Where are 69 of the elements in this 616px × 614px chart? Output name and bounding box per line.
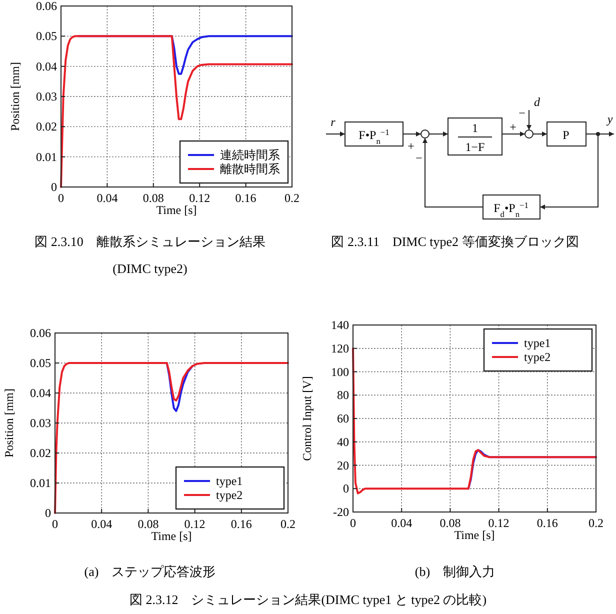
x-axis-title: Time [s] (151, 529, 192, 543)
text: y (606, 112, 614, 126)
y-tick-label: 0.06 (30, 326, 51, 340)
y-tick-label: 0.03 (30, 416, 51, 430)
y-tick-label: 0 (343, 482, 349, 496)
y-axis-title: Position [mm] (8, 62, 22, 132)
y-tick-label: 40 (337, 434, 349, 449)
y-tick-label: 0.06 (36, 0, 57, 13)
legend-label: 離散時間系 (220, 162, 280, 176)
text: 1−F (465, 140, 486, 154)
text: 図 2.3.10 離散系シミュレーション結果 (34, 234, 266, 249)
x-tick-label: 0.08 (138, 517, 159, 531)
x-tick-label: 0.08 (142, 191, 164, 205)
y-tick-label: 0.04 (30, 386, 51, 400)
legend-label: type2 (216, 488, 243, 502)
text: − (518, 106, 526, 120)
y-tick-label: 0 (45, 506, 51, 520)
x-tick-label: 0.2 (284, 191, 300, 205)
y-tick-label: 60 (337, 412, 349, 426)
x-tick-label: 0.08 (440, 516, 461, 530)
y-axis-title: Control Input [V] (300, 376, 314, 461)
line-series (54, 362, 289, 514)
legend-label: type1 (524, 336, 551, 350)
x-tick-label: 0.16 (235, 191, 256, 205)
x-axis-title: Time [s] (156, 203, 197, 217)
y-tick-label: 0.01 (30, 476, 51, 490)
x-tick-label: 0.2 (280, 517, 296, 531)
x-tick-label: 0.16 (536, 516, 558, 530)
text: (a) ステップ応答波形 (84, 564, 216, 579)
y-tick-label: 0.04 (36, 59, 57, 74)
text: + (408, 139, 415, 153)
y-tick-label: 120 (331, 341, 349, 356)
y-tick-label: 100 (331, 364, 349, 379)
text: 1 (472, 121, 478, 135)
y-tick-label: 0.05 (30, 356, 51, 370)
text: − (416, 151, 423, 165)
x-tick-label: 0.16 (230, 517, 252, 531)
text: + (510, 120, 517, 134)
legend-label: type1 (216, 474, 243, 488)
y-tick-label: 0.03 (36, 90, 57, 104)
x-tick-label: 0.04 (91, 517, 112, 531)
y-tick-label: 0.02 (36, 120, 57, 134)
y-tick-label: 80 (337, 388, 349, 402)
line-series (166, 362, 194, 412)
text: 図 2.3.11 DIMC type2 等価変換ブロック図 (331, 234, 579, 249)
y-tick-label: 0.01 (36, 150, 57, 164)
x-axis-title: Time [s] (454, 528, 495, 542)
x-tick-label: 0.12 (184, 517, 206, 531)
legend-label: type2 (524, 350, 551, 364)
text: (b) 制御入力 (414, 564, 496, 579)
y-axis-title: Position [mm] (2, 388, 16, 458)
text: d (534, 95, 541, 109)
text: (DIMC type2) (112, 261, 188, 276)
y-tick-label: 20 (337, 458, 349, 472)
legend-label: 連続時間系 (220, 148, 280, 162)
y-tick-label: -20 (333, 505, 349, 519)
x-tick-label: 0.2 (588, 516, 604, 530)
line-series (60, 35, 293, 188)
x-tick-label: 0.04 (391, 516, 412, 530)
y-tick-label: 0 (51, 180, 57, 194)
x-tick-label: 0.12 (189, 191, 210, 205)
y-tick-label: 140 (331, 318, 349, 332)
text: P (562, 128, 570, 142)
text: r (330, 115, 336, 129)
y-tick-label: 0.02 (30, 446, 51, 460)
x-tick-label: 0.04 (96, 191, 118, 205)
x-tick-label: 0.12 (488, 516, 510, 530)
caption: 図 2.3.12 シミュレーション結果(DIMC type1 と type2 の比較) (129, 592, 487, 607)
y-tick-label: 0.05 (36, 29, 57, 44)
